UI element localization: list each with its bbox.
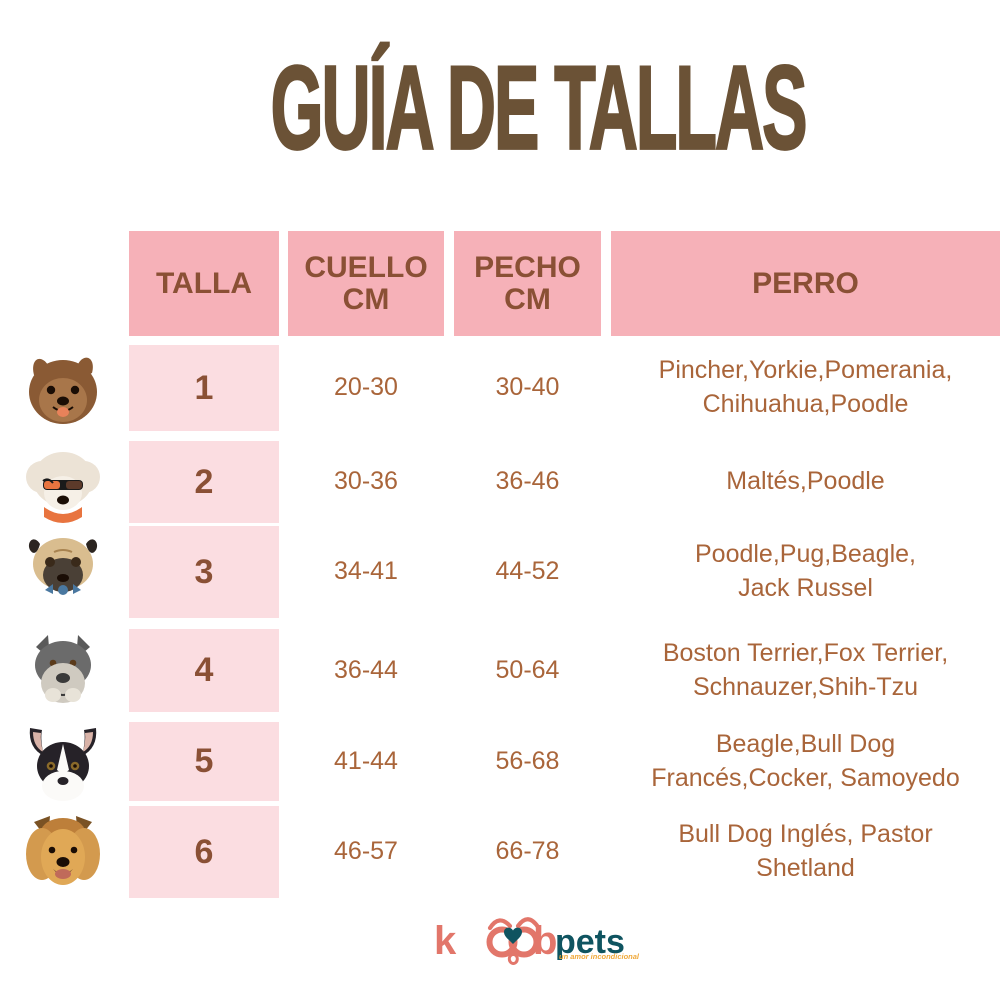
- svg-text:b: b: [533, 919, 557, 963]
- svg-text:k: k: [434, 919, 457, 963]
